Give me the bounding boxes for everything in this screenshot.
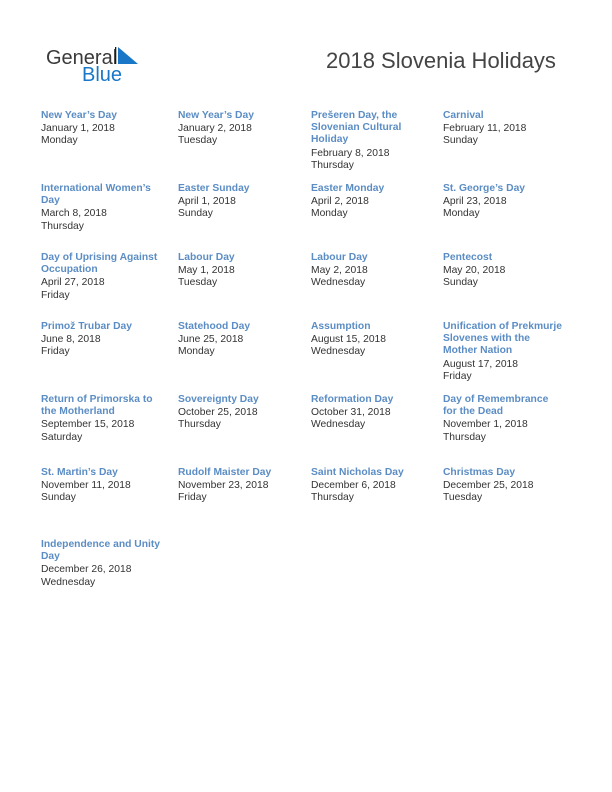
svg-text:Blue: Blue — [82, 64, 122, 84]
